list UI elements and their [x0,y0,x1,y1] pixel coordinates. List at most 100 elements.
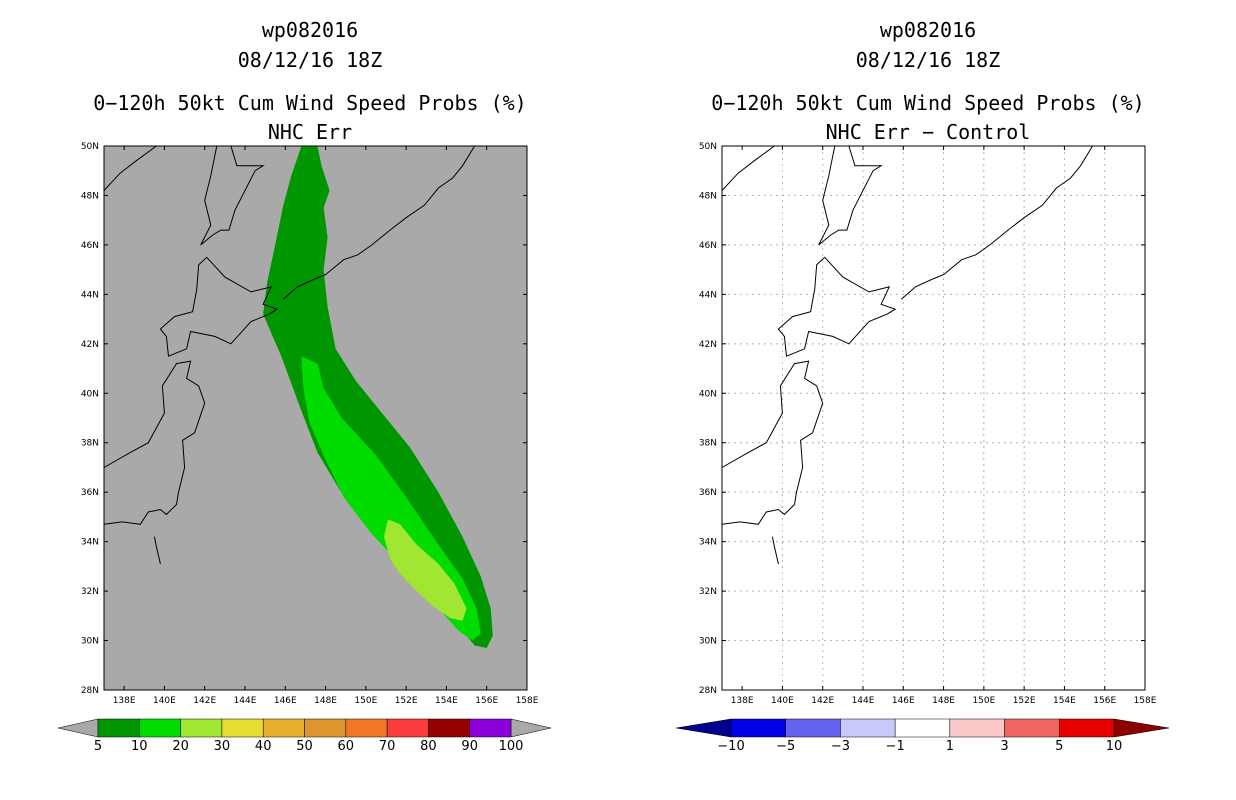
colorbar-box [139,718,181,738]
coastline-sakhalin [200,145,265,246]
colorbar-1: 5 10 20 30 40 50 60 70 80 90 100 [57,718,552,754]
coastline-kuril-islands [282,145,476,300]
y-tick-label: 42N [81,340,99,350]
colorbar-box [262,718,305,738]
colorbar-box [386,718,429,738]
coastline-izu-islands [771,536,779,565]
colorbar-label: 40 [255,739,272,754]
y-tick-label: 30N [699,637,717,647]
coastline-honshu [103,360,206,525]
colorbar-high-triangle [510,718,552,738]
colorbar-box [304,718,347,738]
colorbar-label: 100 [499,739,524,754]
y-tick-label: 50N [81,142,99,152]
y-tick-label: 38N [81,439,99,449]
colorbar-box [221,718,264,738]
x-tick-label: 154E [435,696,458,706]
y-tick-label: 48N [699,191,717,201]
y-tick-label: 50N [699,142,717,152]
swath-5pct [263,146,493,648]
plot-background [722,146,1145,690]
x-tick-label: 148E [932,696,955,706]
x-tick-label: 144E [234,696,257,706]
colorbar-2: −10 −5 −3 −1 1 3 5 10 [675,718,1170,754]
y-tick-label: 28N [699,686,717,696]
x-tick-label: 146E [892,696,915,706]
x-tick-label: 150E [354,696,377,706]
colorbar-low-triangle [675,718,732,738]
coastline-sakhalin [818,145,883,246]
colorbar-box [840,718,896,738]
panel-2: 138E 140E 142E 144E 146E 148E 150E 152E 154E 156E… [699,142,1157,706]
right-title-line-3: 0−120h 50kt Cum Wind Speed Probs (%) [711,91,1145,115]
colorbar-high-triangle [1113,718,1170,738]
colorbar-box [1004,718,1060,738]
colorbar-label: 90 [461,739,478,754]
colorbar-label: 70 [379,739,396,754]
colorbar-label: 10 [1106,739,1123,754]
y-tick-label: 38N [699,439,717,449]
colorbar-label: 10 [131,739,148,754]
colorbar-label: 30 [214,739,231,754]
y-tick-label: 36N [81,488,99,498]
plot-frame [721,145,1146,691]
left-title-line-3: 0−120h 50kt Cum Wind Speed Probs (%) [93,91,527,115]
colorbar-label: −3 [831,739,850,754]
x-tick-label: 158E [516,696,539,706]
colorbar-label: −1 [886,739,905,754]
coastline-izu-islands [153,536,161,565]
left-title-line-4: NHC Err [267,120,353,144]
y-tick-label: 30N [81,637,99,647]
y-tick-label: 34N [699,538,717,548]
colorbar-box [785,718,841,738]
coastline-honshu [721,360,824,525]
x-tick-label: 138E [113,696,136,706]
coastline-kuril-islands [900,145,1094,300]
colorbar-label: 50 [296,739,313,754]
left-title-line-2: 08/12/16 18Z [237,48,383,72]
x-tick-label: 144E [852,696,875,706]
y-tick-label: 34N [81,538,99,548]
x-tick-label: 142E [811,696,834,706]
y-tick-label: 46N [81,241,99,251]
colorbar-label: 3 [1000,739,1008,754]
panel-1: 138E 140E 142E 144E 146E 148E 150E 152E 154E 156E… [81,142,539,706]
colorbar-label: 1 [946,739,954,754]
right-title-line-4: NHC Err − Control [825,120,1031,144]
y-tick-label: 44N [699,290,717,300]
y-tick-label: 28N [81,686,99,696]
x-tick-label: 156E [475,696,498,706]
y-tick-label: 42N [699,340,717,350]
y-tick-label: 32N [81,587,99,597]
colorbar-box [180,718,223,738]
colorbar-label: −5 [776,739,795,754]
colorbar-box [894,718,951,738]
x-tick-label: 156E [1093,696,1116,706]
colorbar-box [345,718,388,738]
y-tick-label: 40N [81,389,99,399]
colorbar-box [730,718,786,738]
colorbar-box [428,718,470,738]
colorbar-box [469,718,512,738]
plot-frame [103,145,528,691]
x-tick-label: 152E [1013,696,1036,706]
y-tick-label: 44N [81,290,99,300]
colorbar-label: 80 [420,739,437,754]
x-tick-label: 138E [731,696,754,706]
colorbar-label: −10 [717,739,744,754]
x-tick-label: 154E [1053,696,1076,706]
x-tick-label: 140E [153,696,176,706]
x-tick-label: 150E [972,696,995,706]
y-tick-label: 40N [699,389,717,399]
right-title-line-2: 08/12/16 18Z [855,48,1001,72]
y-tick-label: 48N [81,191,99,201]
colorbar-low-triangle [57,718,99,738]
coastline-hokkaido [777,256,897,357]
colorbar-label: 5 [94,739,102,754]
y-tick-label: 32N [699,587,717,597]
colorbar-box [97,718,140,738]
right-title-line-1: wp082016 [879,18,977,42]
colorbar-label: 20 [172,739,189,754]
x-tick-label: 148E [314,696,337,706]
